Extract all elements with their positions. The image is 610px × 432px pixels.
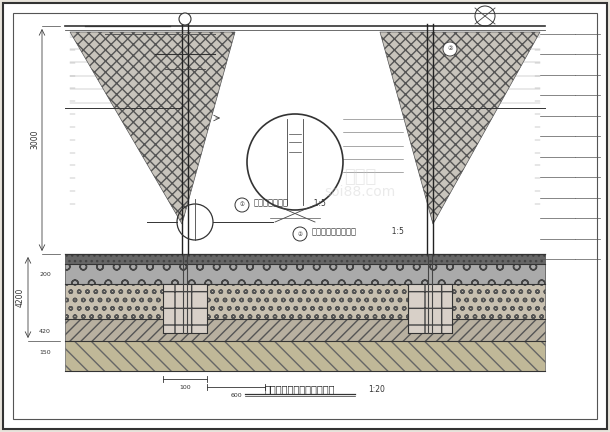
Bar	[408, 284, 452, 333]
Circle shape	[179, 13, 191, 25]
Text: soi88.com: soi88.com	[325, 185, 396, 199]
Text: 篮球场组装式围网立面详图: 篮球场组装式围网立面详图	[265, 384, 336, 394]
Bar	[65, 264, 545, 284]
Text: ②: ②	[298, 232, 303, 236]
Text: 200: 200	[39, 271, 51, 276]
Bar	[65, 254, 545, 264]
Text: 上下铁丝网固定详图: 上下铁丝网固定详图	[312, 228, 357, 236]
Polygon shape	[70, 32, 235, 224]
Circle shape	[443, 42, 457, 56]
Text: 1:5: 1:5	[387, 228, 404, 236]
Text: 3000: 3000	[30, 129, 40, 149]
Bar	[163, 284, 207, 333]
Text: ①: ①	[240, 203, 245, 207]
Text: 4200: 4200	[15, 288, 24, 307]
Text: 150: 150	[40, 349, 51, 355]
Circle shape	[293, 227, 307, 241]
Text: 木在线: 木在线	[344, 168, 376, 186]
Circle shape	[235, 198, 249, 212]
Text: 600: 600	[230, 393, 242, 398]
Text: 100: 100	[179, 385, 191, 390]
Text: 1:20: 1:20	[368, 384, 385, 394]
Bar	[65, 341, 545, 371]
Text: ②: ②	[447, 47, 453, 51]
Text: 铁丝网固定详图: 铁丝网固定详图	[254, 198, 289, 207]
Text: 1:5: 1:5	[309, 198, 326, 207]
Bar	[65, 284, 545, 319]
Bar	[65, 319, 545, 341]
Polygon shape	[380, 32, 540, 224]
Text: 420: 420	[39, 329, 51, 334]
